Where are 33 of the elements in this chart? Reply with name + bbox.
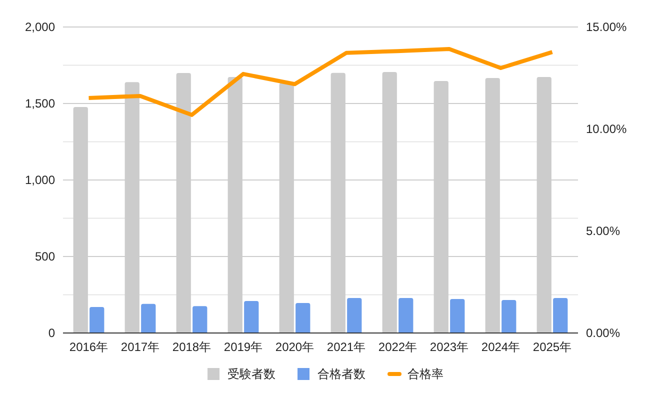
x-tick-label: 2018年 xyxy=(172,340,212,354)
bar xyxy=(502,300,516,333)
line-series xyxy=(86,47,554,117)
y-tick-label: 1,500 xyxy=(24,96,56,110)
bar xyxy=(192,306,208,333)
x-tick-label: 2016年 xyxy=(69,340,108,354)
bar xyxy=(553,298,568,333)
bar xyxy=(141,304,156,333)
y2-tick-label: 5.00% xyxy=(586,224,620,238)
x-tick-label: 2021年 xyxy=(326,340,366,354)
x-tick-label: 2019年 xyxy=(224,340,263,354)
x-tick-label: 2017年 xyxy=(120,340,160,354)
x-tick-label: 2025年 xyxy=(532,340,572,354)
bar xyxy=(244,301,259,333)
x-tick-label: 2022年 xyxy=(378,340,418,354)
bar xyxy=(398,298,414,333)
bar xyxy=(296,303,310,333)
y-tick-label: 1,000 xyxy=(24,172,56,187)
bar xyxy=(347,298,362,333)
x-tick-label: 2024年 xyxy=(481,340,520,354)
bar xyxy=(450,299,465,333)
legend-label: 合格者数 xyxy=(318,367,366,381)
x-tick-label: 2020年 xyxy=(275,340,314,354)
bar xyxy=(90,306,104,333)
y2-tick-label: 0.00% xyxy=(586,326,620,340)
y-tick-label: 0 xyxy=(48,326,56,340)
y2-tick-label: 10.00% xyxy=(586,122,628,136)
y-tick-label: 500 xyxy=(34,249,56,264)
y2-tick-label: 15.00% xyxy=(586,20,628,34)
y-tick-label: 2,000 xyxy=(24,20,56,34)
legend-label: 合格率 xyxy=(408,367,444,381)
legend-label: 受験者数 xyxy=(228,367,276,381)
x-tick-label: 2023年 xyxy=(430,340,469,354)
